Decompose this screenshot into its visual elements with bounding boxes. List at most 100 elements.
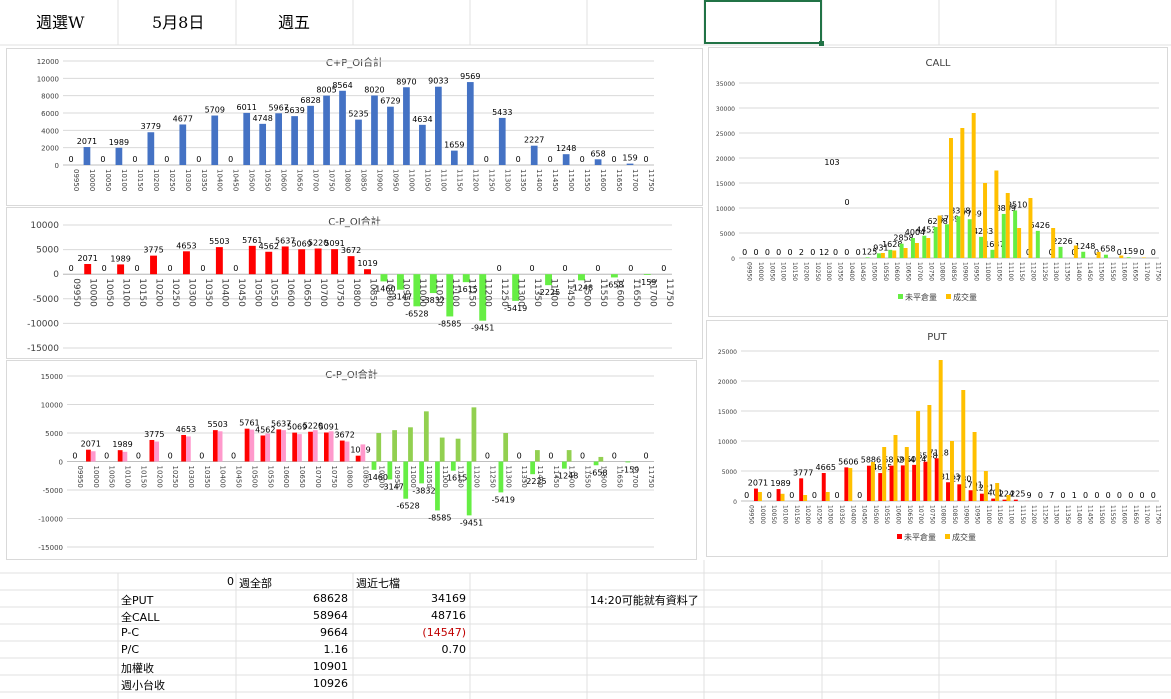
x-tick-label: 10800 — [940, 505, 947, 524]
data-label: 0 — [742, 248, 747, 257]
note-cell[interactable]: 14:20可能就有資料了 — [590, 594, 699, 607]
x-tick-label: 10050 — [108, 466, 116, 488]
row-label[interactable]: 週小台收 — [121, 679, 165, 692]
x-tick-label: 11400 — [535, 169, 543, 191]
row-value[interactable]: 0.70 — [441, 643, 467, 656]
data-label: 0 — [548, 452, 553, 461]
bar — [945, 224, 949, 258]
row-value[interactable]: 1.16 — [323, 643, 349, 656]
x-tick-label: 11050 — [996, 505, 1003, 524]
row-label[interactable]: 全PUT — [121, 594, 154, 607]
bar — [471, 407, 477, 462]
fill-handle[interactable] — [819, 41, 824, 46]
data-label: -6528 — [405, 309, 428, 318]
col-header-week-all[interactable]: 週全部 — [239, 577, 272, 590]
x-tick-label: 10700 — [314, 466, 322, 488]
legend-label: 成交量 — [952, 532, 976, 542]
row-label[interactable]: P/C — [121, 643, 140, 656]
chart-cp-diff-2[interactable]: C-P_OI合計 -15000 -10000 -5000 0 5000 10000 15000… — [6, 360, 697, 560]
row-label[interactable]: P-C — [121, 626, 140, 639]
x-tick-label: 11100 — [441, 466, 449, 488]
x-tick-label: 11000 — [985, 505, 992, 524]
x-tick-label: 11300 — [1052, 262, 1059, 281]
bar — [312, 430, 318, 462]
row-label[interactable]: 全CALL — [121, 611, 160, 624]
bar — [530, 145, 538, 165]
row-value[interactable]: 10926 — [313, 677, 348, 690]
data-label: 0 — [196, 155, 201, 164]
bar — [1017, 228, 1022, 258]
x-tick-label: 10100 — [780, 262, 787, 281]
bar — [371, 461, 377, 470]
x-tick-label: 10050 — [104, 169, 112, 191]
bar — [339, 90, 346, 165]
bar — [821, 473, 826, 501]
bar — [566, 450, 572, 462]
data-label: 0 — [644, 452, 649, 461]
data-label: 5709 — [205, 106, 225, 115]
bar — [307, 105, 314, 165]
data-label: 3775 — [144, 430, 164, 439]
data-label: -6528 — [396, 502, 419, 511]
bar — [880, 253, 885, 258]
data-label: 0 — [233, 264, 238, 273]
y-tick-label: 5000 — [722, 469, 737, 476]
chart-cp-sum[interactable]: C+P_OI合計 0 2000 4000 6000 8000 10000 12000 0 2071… — [6, 48, 703, 206]
x-tick-label: 10950 — [400, 278, 410, 307]
x-tick-label: 11500 — [581, 278, 591, 307]
data-label: 0 — [1106, 491, 1111, 500]
bar — [450, 461, 456, 471]
y-tick-label: 25000 — [716, 131, 735, 138]
bar — [967, 219, 972, 258]
row-label[interactable]: 加權收 — [121, 662, 154, 675]
bar — [934, 458, 939, 501]
row-value[interactable]: 58964 — [313, 609, 348, 622]
data-label: 9569 — [460, 72, 480, 81]
data-label: 8564 — [332, 81, 352, 90]
weekday-label[interactable]: 週五 — [278, 13, 311, 32]
row-value-negative[interactable]: (14547) — [422, 626, 466, 639]
row-value[interactable]: 9664 — [320, 626, 348, 639]
row-value[interactable]: 34169 — [431, 592, 466, 605]
x-tick-label: 10900 — [961, 262, 968, 281]
x-tick-label: 10600 — [285, 278, 295, 307]
y-tick-label: 15000 — [716, 181, 735, 188]
y-tick-label: 2000 — [41, 145, 59, 153]
y-tick-label: 10000 — [716, 206, 735, 213]
bar — [403, 461, 409, 499]
date-label[interactable]: 5月8日 — [152, 13, 205, 32]
data-label: 0 — [833, 248, 838, 257]
data-label: 0 — [612, 452, 617, 461]
x-tick-label: 11250 — [488, 466, 496, 488]
x-tick-label: 10000 — [757, 262, 764, 281]
bar — [371, 95, 378, 165]
chart-call[interactable]: CALL 0 5000 10000 15000 20000 25000 30000 35000 0… — [708, 47, 1168, 317]
row-value[interactable]: 68628 — [313, 592, 348, 605]
bar — [626, 163, 634, 165]
data-label: 5606 — [838, 457, 858, 466]
data-label: 3775 — [143, 246, 163, 255]
data-label: 0 — [767, 491, 772, 500]
x-tick-label: 10400 — [219, 466, 227, 488]
week-label[interactable]: 週選W — [36, 13, 85, 32]
chart-put[interactable]: PUT 0 5000 10000 15000 20000 25000 0 2071 0 1989 0 3… — [706, 320, 1168, 557]
bar — [344, 441, 350, 462]
x-tick-label: 09950 — [76, 466, 84, 488]
row-value[interactable]: 10901 — [313, 660, 348, 673]
chart-cp-diff[interactable]: C-P_OI合計 -15000 -10000 -5000 0 5000 10000 0 2071… — [6, 207, 703, 359]
data-label: -5419 — [504, 304, 527, 313]
x-tick-label: 11750 — [664, 278, 674, 307]
data-label: -5419 — [492, 495, 515, 504]
col-header-near-seven[interactable]: 週近七檔 — [356, 577, 400, 590]
selected-cell[interactable] — [704, 0, 824, 46]
data-label: 5503 — [209, 237, 229, 246]
corner-value[interactable]: 0 — [227, 575, 234, 588]
bar — [938, 360, 943, 501]
bar — [182, 251, 190, 275]
y-tick-label: 0 — [55, 162, 59, 170]
x-tick-label: 11400 — [1075, 262, 1082, 281]
x-tick-label: 10400 — [848, 262, 855, 281]
x-tick-label: 09950 — [72, 169, 80, 191]
bar — [479, 274, 487, 321]
row-value[interactable]: 48716 — [431, 609, 466, 622]
